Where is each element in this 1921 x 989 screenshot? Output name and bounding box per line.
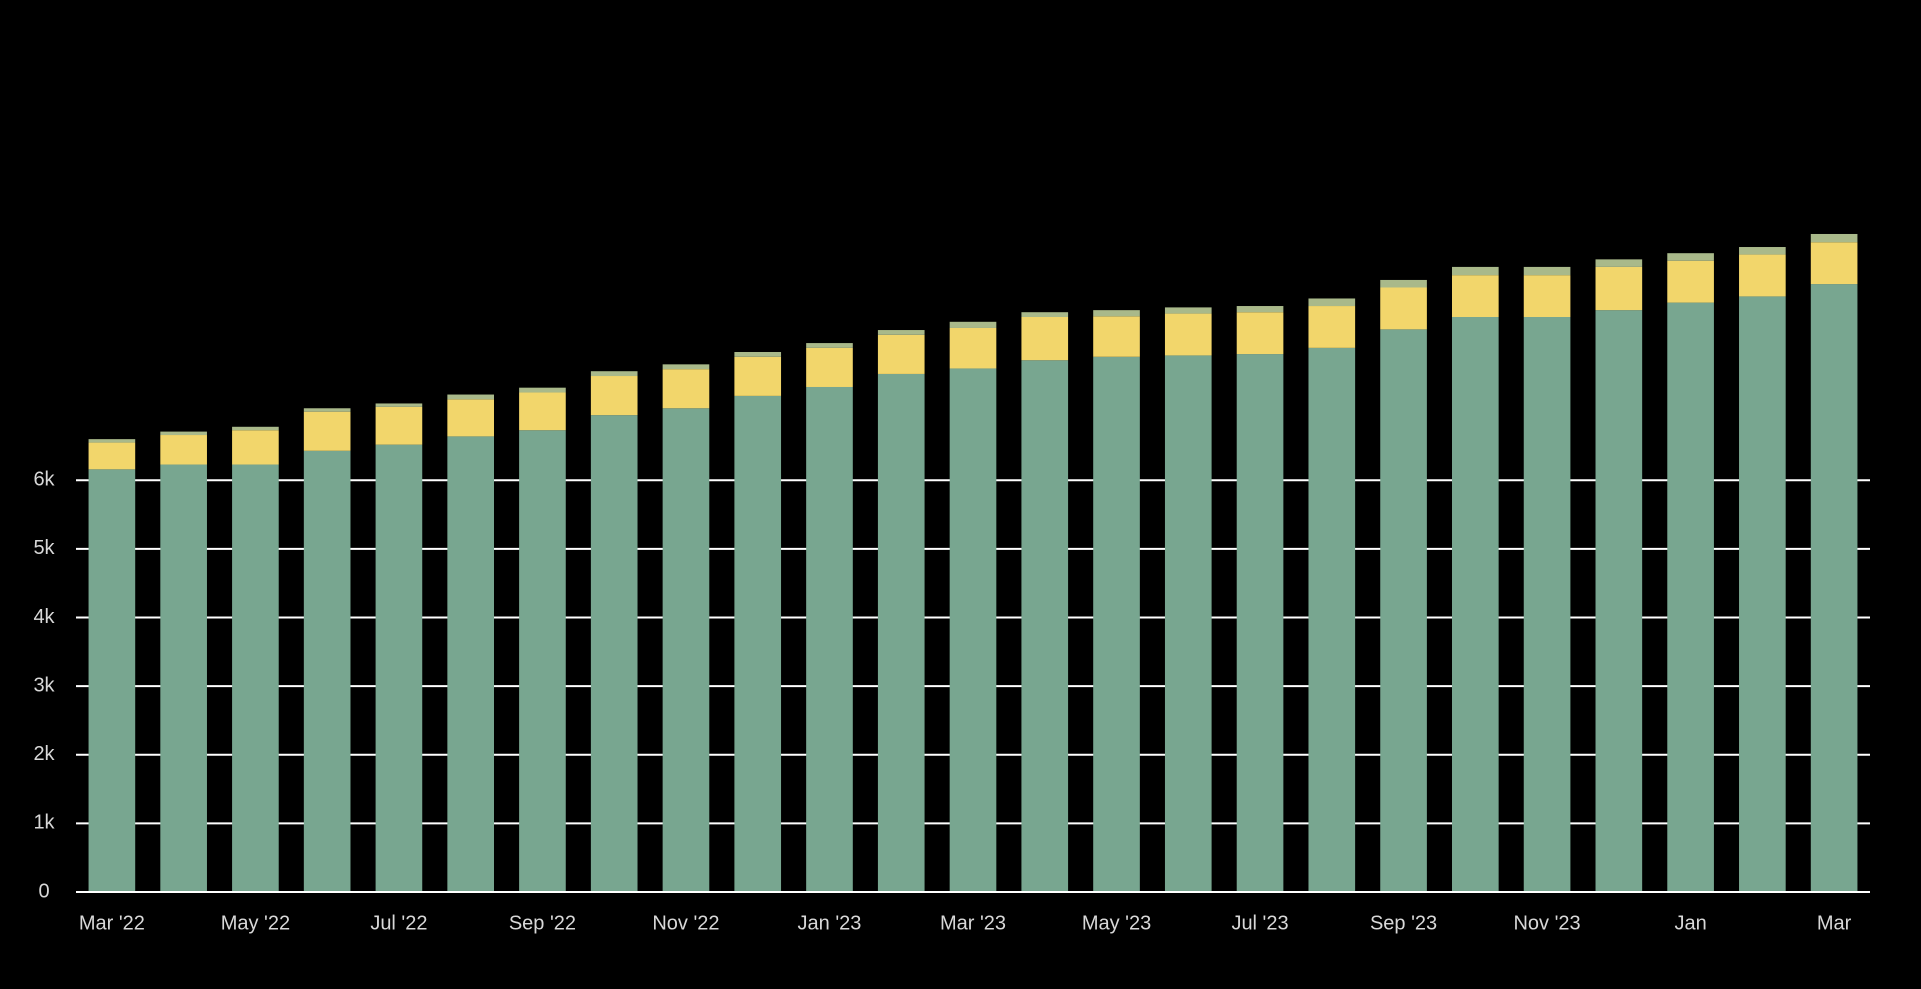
bar-segment [375, 406, 423, 445]
bar-segment [949, 368, 997, 893]
bar-segment [519, 387, 566, 393]
bar-segment [88, 442, 136, 470]
bar-segment [303, 411, 351, 451]
bar-segment [1021, 312, 1069, 318]
bar-segment [1236, 354, 1284, 892]
bar-segment [662, 364, 710, 370]
x-tick-label: Jul '22 [370, 912, 427, 934]
bar-segment [590, 376, 638, 416]
bar-segment [806, 386, 853, 892]
bar-segment [1810, 242, 1858, 285]
bar-segment [1380, 287, 1427, 330]
bar-segment [303, 408, 351, 412]
y-tick-label: 4k [33, 606, 55, 628]
x-tick-label: Nov '22 [652, 912, 719, 934]
x-tick-label: Mar '23 [940, 912, 1006, 934]
bar-segment [1523, 275, 1571, 318]
bar-segment [1451, 275, 1499, 318]
bar-segment [734, 395, 782, 892]
x-tick-label: Jan '23 [798, 912, 862, 934]
x-tick-label: Nov '23 [1513, 912, 1580, 934]
y-tick-label: 2k [33, 743, 55, 765]
bar-segment [1667, 302, 1714, 892]
bar-segment [1523, 317, 1571, 893]
bar-segment [447, 436, 495, 892]
bar-segment [1308, 306, 1356, 348]
bar-segment [877, 373, 925, 892]
y-tick-label: 5k [33, 537, 55, 559]
bar-segment [1164, 313, 1212, 356]
bar-segment [1093, 356, 1140, 892]
bar-segment [1308, 298, 1356, 307]
x-tick-label: Sep '23 [1370, 912, 1437, 934]
bar-segment [519, 430, 566, 892]
x-tick-label: Sep '22 [509, 912, 576, 934]
bar-segment [877, 330, 925, 335]
bar-segment [949, 327, 997, 369]
bar-segment [519, 392, 566, 431]
bar-segment [1810, 284, 1858, 892]
bar-segment [1021, 317, 1069, 361]
bar-segment [662, 369, 710, 409]
x-tick-label: May '22 [221, 912, 290, 934]
bar-segment [1595, 259, 1643, 267]
bar-segment [1093, 310, 1140, 317]
bar-segment [1739, 247, 1786, 255]
bar-segment [1164, 307, 1212, 314]
bar-segment [1093, 316, 1140, 357]
bar-segment [806, 347, 853, 387]
y-tick-label: 3k [33, 674, 55, 696]
bar-segment [1164, 355, 1212, 892]
x-tick-label: May '23 [1082, 912, 1151, 934]
y-tick-label: 1k [33, 812, 55, 834]
y-tick-label: 0 [38, 880, 49, 902]
bar-segment [1595, 266, 1643, 311]
bar-segment [375, 403, 423, 407]
x-tick-label: Mar '22 [79, 912, 145, 934]
bar-segment [160, 431, 207, 436]
bar-segment [447, 394, 495, 400]
bar-segment [806, 343, 853, 348]
bar-segment [949, 321, 997, 328]
bar-segment [1595, 310, 1643, 892]
y-tick-label: 6k [33, 469, 55, 491]
x-tick-label: Mar [1817, 912, 1852, 934]
bar-segment [1667, 260, 1714, 303]
bar-segment [1523, 266, 1571, 276]
bar-segment [232, 430, 279, 465]
bar-segment [1810, 233, 1858, 243]
bar-segment [447, 399, 495, 437]
x-tick-label: Jul '23 [1231, 912, 1288, 934]
bar-segment [375, 444, 423, 892]
bar-segment [1236, 306, 1284, 313]
bar-segment [1308, 347, 1356, 892]
bar-segment [734, 356, 782, 396]
bar-segment [1739, 296, 1786, 892]
bar-segment [1021, 360, 1069, 892]
bar-segment [1380, 329, 1427, 892]
bar-segment [160, 464, 207, 892]
bar-segment [232, 426, 279, 431]
bar-segment [160, 435, 207, 465]
bar-segment [1236, 312, 1284, 355]
bar-segment [303, 450, 351, 892]
bar-segment [88, 439, 136, 443]
bar-segment [1380, 279, 1427, 288]
bar-segment [662, 408, 710, 892]
bar-segment [1451, 317, 1499, 893]
bar-segment [877, 334, 925, 374]
bar-segment [590, 371, 638, 377]
x-tick-label: Jan [1674, 912, 1706, 934]
bar-segment [88, 469, 136, 892]
bar-segment [734, 351, 782, 357]
bar-segment [1667, 253, 1714, 261]
bar-segment [1451, 266, 1499, 276]
bar-segment [232, 464, 279, 892]
bar-segment [1739, 254, 1786, 297]
bar-segment [590, 415, 638, 892]
